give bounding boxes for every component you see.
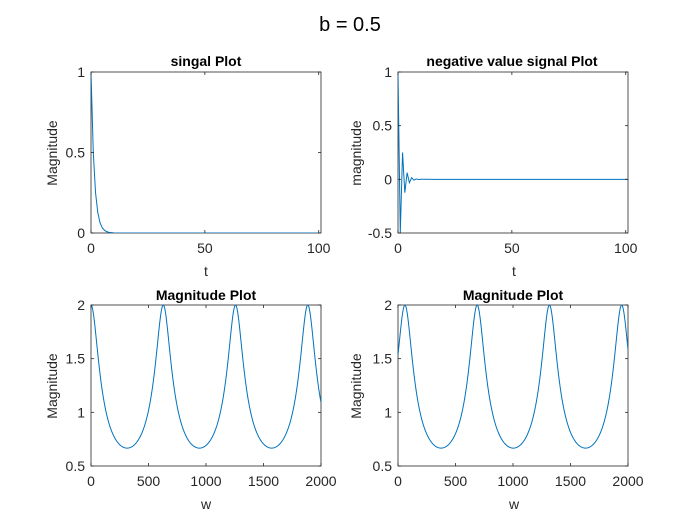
x-axis-label: t [204, 263, 208, 279]
y-tick-label: 1.5 [373, 351, 393, 367]
axes-negative-value-signal-plot: negative value signal Plot t magnitude 0… [348, 53, 638, 279]
x-axis-label: t [512, 263, 516, 279]
x-tick-label: 1000 [497, 473, 528, 489]
y-tick-label: 0.5 [66, 145, 86, 161]
x-axis-label: w [200, 496, 212, 512]
y-tick-label: 2 [77, 297, 85, 313]
x-tick-label: 50 [197, 240, 213, 256]
y-tick-label: 2 [384, 297, 392, 313]
axes-title: Magnitude Plot [463, 287, 564, 303]
x-tick-label: 2000 [305, 473, 336, 489]
axes-signal-plot: singal Plot t Magnitude 0 50 100 0 0.5 1 [44, 53, 331, 279]
x-tick-label: 2000 [612, 473, 643, 489]
x-axis-label: w [508, 496, 520, 512]
plot-frame [397, 71, 629, 234]
axes-title: negative value signal Plot [426, 53, 598, 69]
y-tick-label: 1 [77, 404, 85, 420]
x-tick-label: 100 [614, 240, 638, 256]
x-tick-label: 0 [394, 240, 402, 256]
plot-frame [90, 304, 322, 467]
y-axis-label: magnitude [348, 120, 364, 186]
y-tick-label: 1 [384, 404, 392, 420]
axes-magnitude-plot-right: Magnitude Plot w Magnitude 0 500 1000 1500 2… [348, 287, 644, 512]
series-line [398, 72, 628, 233]
y-tick-label: 1.5 [66, 351, 86, 367]
y-axis-label: Magnitude [44, 353, 60, 419]
y-tick-label: 0.5 [373, 118, 393, 134]
plot-frame [90, 71, 322, 234]
x-tick-label: 0 [87, 240, 95, 256]
y-tick-label: 0 [77, 225, 85, 241]
axes-title: Magnitude Plot [156, 287, 257, 303]
x-tick-label: 0 [87, 473, 95, 489]
y-tick-label: 0.5 [66, 458, 86, 474]
y-tick-label: 1 [384, 64, 392, 80]
figure-title: b = 0.5 [319, 14, 381, 36]
y-axis-label: Magnitude [44, 120, 60, 186]
x-tick-label: 1500 [248, 473, 279, 489]
series-line [91, 305, 321, 449]
axes-title: singal Plot [171, 53, 242, 69]
plot-frame [397, 304, 629, 467]
x-tick-label: 0 [394, 473, 402, 489]
series-line [91, 72, 321, 233]
y-tick-label: -0.5 [368, 225, 392, 241]
x-tick-label: 500 [444, 473, 468, 489]
x-tick-label: 1500 [555, 473, 586, 489]
y-tick-label: 0 [384, 171, 392, 187]
y-axis-label: Magnitude [348, 353, 364, 419]
y-tick-label: 0.5 [373, 458, 393, 474]
x-tick-label: 500 [137, 473, 161, 489]
x-tick-label: 1000 [190, 473, 221, 489]
axes-magnitude-plot-left: Magnitude Plot w Magnitude 0 500 1000 1500 2… [44, 287, 337, 512]
x-tick-label: 50 [504, 240, 520, 256]
y-tick-label: 1 [77, 64, 85, 80]
series-line [398, 305, 628, 449]
x-tick-label: 100 [307, 240, 331, 256]
